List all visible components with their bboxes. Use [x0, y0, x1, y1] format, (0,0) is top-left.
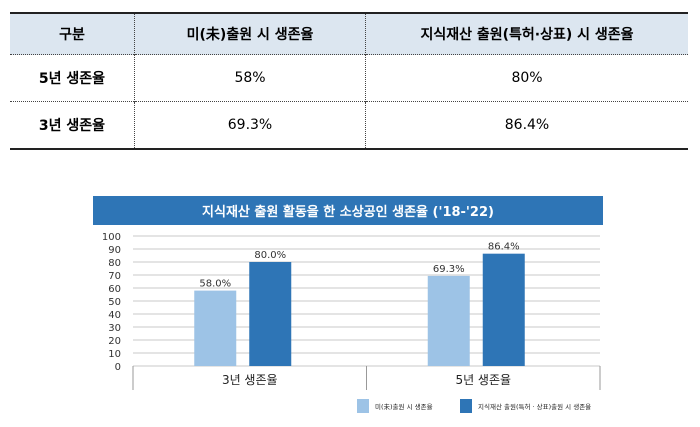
- y-tick-label: 70: [108, 271, 121, 282]
- y-tick-label: 90: [108, 245, 121, 256]
- bar: [482, 253, 525, 366]
- legend-swatch: [460, 399, 472, 413]
- y-tick-label: 50: [108, 297, 121, 308]
- cell: 69.3%: [134, 101, 366, 149]
- x-tick-label: 5년 생존율: [455, 373, 511, 387]
- y-tick-label: 40: [108, 310, 121, 321]
- chart-title: 지식재산 출원 활동을 한 소상공인 생존율 ('18-'22): [202, 204, 494, 220]
- y-tick-label: 80: [108, 258, 121, 269]
- bar: [194, 290, 237, 366]
- bar: [427, 275, 470, 366]
- row-label: 5년 생존율: [10, 54, 135, 102]
- x-tick-label: 3년 생존율: [222, 373, 278, 387]
- y-tick-label: 100: [102, 232, 121, 243]
- cell: 58%: [134, 54, 366, 102]
- row-label: 3년 생존율: [10, 101, 135, 149]
- data-label: 86.4%: [488, 242, 520, 253]
- y-tick-label: 20: [108, 336, 121, 347]
- legend-label: 미(未)출원 시 생존율: [375, 402, 433, 411]
- header-category: 구분: [10, 13, 135, 55]
- chart-title-bar: [93, 196, 603, 225]
- bar: [249, 262, 292, 366]
- data-label: 80.0%: [254, 250, 286, 261]
- y-tick-label: 0: [115, 362, 121, 373]
- data-label: 58.0%: [199, 279, 231, 290]
- cell: 80%: [365, 54, 688, 102]
- y-tick-label: 10: [108, 349, 121, 360]
- legend-label: 지식재산 출원(특허 · 상표)출원 시 생존율: [478, 402, 591, 411]
- y-tick-label: 30: [108, 323, 121, 334]
- table-row: 3년 생존율 69.3% 86.4%: [10, 101, 688, 149]
- cell: 86.4%: [365, 101, 688, 149]
- survival-table: 구분 미(未)출원 시 생존율 지식재산 출원(특허·상표) 시 생존율 5년 …: [10, 12, 688, 150]
- table-row: 5년 생존율 58% 80%: [10, 54, 688, 102]
- y-tick-label: 60: [108, 284, 121, 295]
- header-unfiled: 미(未)출원 시 생존율: [134, 13, 366, 55]
- legend-swatch: [357, 399, 369, 413]
- data-label: 69.3%: [433, 264, 465, 275]
- header-filed: 지식재산 출원(특허·상표) 시 생존율: [365, 13, 688, 55]
